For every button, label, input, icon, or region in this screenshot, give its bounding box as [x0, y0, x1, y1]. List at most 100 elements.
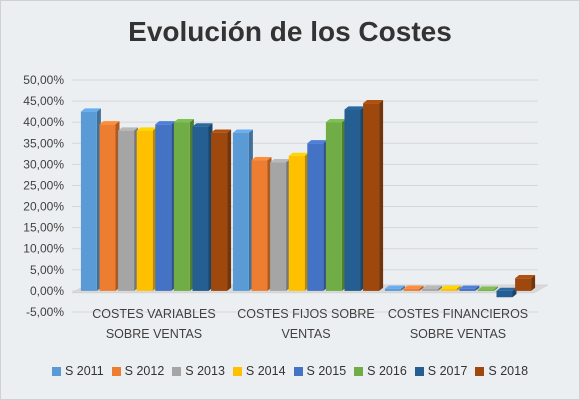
bar	[211, 132, 228, 291]
bar-top	[363, 100, 384, 104]
bar-top	[422, 285, 443, 289]
legend-label: S 2014	[245, 364, 286, 378]
bar	[288, 155, 305, 291]
bar-top	[99, 121, 120, 125]
legend-item: S 2015	[293, 364, 347, 378]
y-tick-label: 0,00%	[30, 284, 64, 298]
bar	[496, 290, 513, 298]
bar	[173, 122, 190, 291]
y-tick-label: 45,00%	[23, 94, 64, 108]
y-tick-label: -5,00%	[26, 305, 64, 319]
bar-side	[379, 100, 384, 291]
y-tick-label: 10,00%	[23, 242, 64, 256]
bar	[344, 109, 361, 291]
bar	[155, 124, 172, 291]
bar-top	[307, 140, 328, 144]
legend-item: S 2013	[172, 364, 225, 378]
bar-top	[173, 118, 194, 123]
bar-top	[192, 123, 213, 127]
bar	[325, 122, 342, 291]
y-tick-label: 30,00%	[23, 157, 64, 171]
bar-top	[211, 129, 232, 133]
legend-item: S 2012	[111, 364, 165, 378]
x-tick-label: VENTAS	[281, 327, 330, 341]
bar-top	[384, 285, 405, 289]
legend-swatch	[51, 366, 61, 376]
legend-swatch	[172, 366, 182, 376]
y-tick-label: 40,00%	[23, 115, 64, 129]
legend-label: S 2016	[367, 364, 407, 378]
x-tick-label: SOBRE VENTAS	[410, 327, 506, 341]
bar-side	[419, 285, 424, 291]
bar-top	[251, 156, 272, 161]
legend-swatch	[111, 366, 121, 376]
legend-swatch	[475, 366, 485, 376]
bar	[403, 288, 420, 291]
bar	[192, 126, 209, 291]
y-tick-label: 35,00%	[23, 136, 64, 150]
bar-top	[118, 127, 139, 131]
legend-item: S 2017	[414, 364, 468, 378]
chart-title: Evolución de los Costes	[128, 16, 452, 47]
legend-swatch	[354, 366, 364, 376]
bar	[270, 162, 287, 291]
y-tick-label: 15,00%	[23, 221, 64, 235]
bar-side	[531, 275, 536, 291]
bar-top	[325, 118, 346, 123]
legend-item: S 2018	[475, 364, 528, 378]
bar	[136, 130, 153, 291]
y-tick-label: 50,00%	[23, 73, 64, 87]
y-tick-label: 25,00%	[23, 178, 64, 192]
legend-item: S 2014	[232, 364, 286, 378]
bar	[232, 132, 249, 291]
x-tick-label: COSTES FINANCIEROS	[388, 307, 528, 321]
bar	[440, 288, 457, 291]
bar	[363, 103, 380, 291]
bar-side	[438, 285, 443, 291]
legend-label: S 2011	[64, 364, 104, 378]
bar	[422, 288, 439, 291]
bar	[477, 289, 494, 291]
bar	[99, 124, 116, 291]
bar-side	[475, 285, 480, 291]
bar-top	[80, 108, 101, 112]
x-tick-label: COSTES FIJOS SOBRE	[237, 307, 375, 321]
x-tick-label: COSTES VARIABLES	[92, 307, 215, 321]
bar-top	[477, 286, 498, 290]
bar-top	[403, 285, 424, 289]
bar	[515, 278, 532, 291]
legend-swatch	[232, 366, 242, 376]
bar-top	[459, 285, 480, 289]
legend-swatch	[293, 366, 303, 376]
legend-label: S 2013	[185, 364, 225, 378]
legend-label: S 2017	[427, 364, 468, 378]
legend-item: S 2011	[51, 364, 104, 378]
bar	[118, 130, 135, 291]
bar	[307, 143, 324, 291]
legend-item: S 2016	[354, 364, 407, 378]
bar-top	[270, 159, 291, 163]
legend-label: S 2015	[306, 364, 347, 378]
legend-label: S 2012	[124, 364, 165, 378]
bar-top	[136, 127, 157, 131]
bar-side	[456, 285, 461, 291]
bar-side	[400, 285, 405, 291]
bar	[251, 160, 268, 291]
bar-top	[515, 275, 536, 279]
bar-side	[493, 286, 498, 291]
legend-label: S 2018	[488, 364, 529, 378]
bar-top	[344, 106, 365, 110]
bar-top	[155, 121, 176, 125]
legend-swatch	[414, 366, 424, 376]
bar	[459, 288, 476, 291]
y-tick-label: 20,00%	[23, 200, 64, 214]
bar-top	[496, 287, 517, 291]
bar-top	[232, 129, 253, 133]
y-tick-label: 5,00%	[30, 263, 64, 277]
bar	[80, 111, 97, 291]
bar-top	[288, 152, 309, 156]
x-tick-label: SOBRE VENTAS	[106, 327, 202, 341]
chart-legend: S 2011 S 2012 S 2013 S 2014 S 2015 S 2016 S 20…	[0, 364, 580, 378]
bar	[384, 288, 401, 291]
